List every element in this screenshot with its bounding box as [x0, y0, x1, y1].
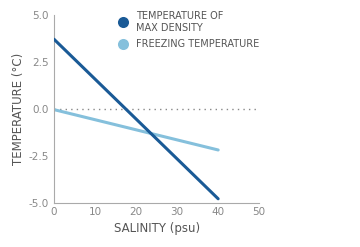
Legend: TEMPERATURE OF
MAX DENSITY, FREEZING TEMPERATURE: TEMPERATURE OF MAX DENSITY, FREEZING TEM…: [114, 11, 259, 49]
Y-axis label: TEMPERATURE (°C): TEMPERATURE (°C): [12, 53, 24, 165]
X-axis label: SALINITY (psu): SALINITY (psu): [113, 222, 200, 235]
